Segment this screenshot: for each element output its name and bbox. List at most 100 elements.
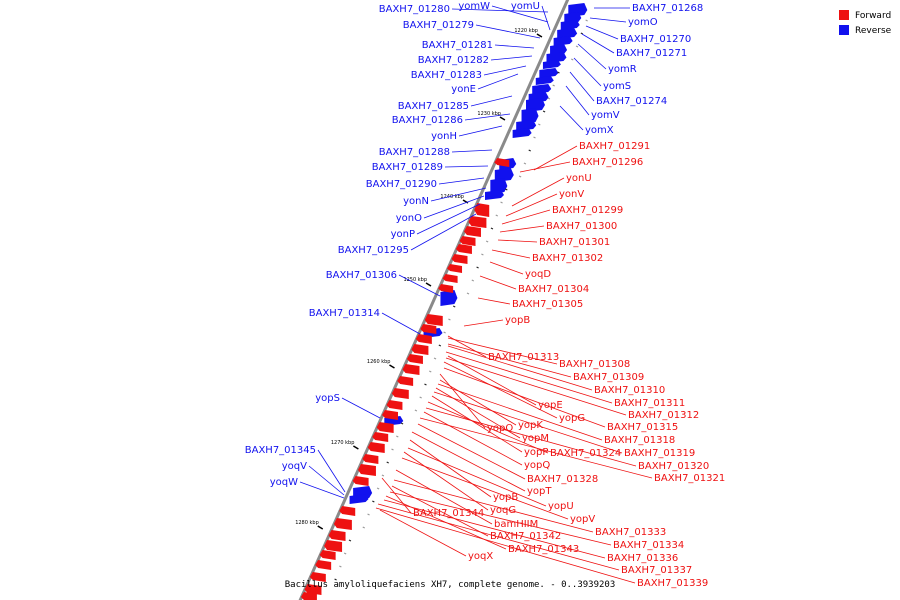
minor-feature-mark xyxy=(424,383,427,386)
forward-gene-feature xyxy=(468,216,487,228)
forward-gene-feature xyxy=(352,476,369,486)
reverse-gene-feature xyxy=(560,20,580,30)
leader-line xyxy=(431,395,523,453)
forward-gene-feature xyxy=(376,422,394,433)
gene-label-baxh7-01274: BAXH7_01274 xyxy=(596,96,667,107)
leader-line xyxy=(490,55,533,61)
leader-line xyxy=(443,367,606,428)
leader-line xyxy=(395,469,493,525)
leader-line xyxy=(589,17,627,23)
forward-gene-feature xyxy=(420,324,437,334)
minor-feature-mark xyxy=(438,344,442,347)
gene-label-yops: yopS xyxy=(315,393,340,404)
leader-line xyxy=(435,387,521,439)
gene-label-baxh7-01310: BAXH7_01310 xyxy=(594,385,665,396)
leader-line xyxy=(425,407,637,467)
gene-label-baxh7-01281: BAXH7_01281 xyxy=(422,40,493,51)
reverse-gene-feature xyxy=(539,68,559,78)
minor-feature-mark xyxy=(372,500,375,503)
forward-gene-feature xyxy=(406,354,423,364)
minor-feature-mark xyxy=(490,227,494,230)
forward-gene-feature xyxy=(411,344,429,355)
gene-label-yomw: yomW xyxy=(458,1,490,12)
gene-label-baxh7-01296: BAXH7_01296 xyxy=(572,157,643,168)
reverse-gene-feature xyxy=(512,128,532,138)
gene-label-baxh7-01305: BAXH7_01305 xyxy=(512,299,583,310)
minor-feature-mark xyxy=(476,266,479,269)
minor-feature-mark xyxy=(528,149,531,152)
leader-line xyxy=(477,297,511,305)
gene-label-yomu: yomU xyxy=(511,1,540,12)
leader-line xyxy=(445,357,627,416)
forward-gene-feature xyxy=(451,254,468,264)
reverse-gene-feature xyxy=(349,494,369,504)
gene-label-baxh7-01286: BAXH7_01286 xyxy=(392,115,463,126)
gene-label-yopb: yopB xyxy=(505,315,530,326)
leader-line xyxy=(505,193,558,217)
minor-feature-mark xyxy=(466,292,470,295)
forward-gene-feature xyxy=(362,454,379,464)
tick-label: 1240 kbp xyxy=(440,194,464,200)
tick-mark xyxy=(353,445,359,450)
forward-gene-feature xyxy=(300,592,317,600)
gene-label-yoqx: yoqX xyxy=(468,551,493,562)
gene-label-baxh7-01304: BAXH7_01304 xyxy=(518,284,589,295)
minor-feature-mark xyxy=(547,97,551,100)
forward-gene-feature xyxy=(324,540,343,552)
gene-label-yone: yonE xyxy=(451,84,476,95)
leader-line xyxy=(464,113,511,121)
legend-swatch-forward xyxy=(839,10,849,20)
forward-gene-feature xyxy=(304,584,322,595)
reverse-gene-feature xyxy=(553,36,573,46)
leader-line xyxy=(501,209,551,225)
gene-label-yono: yonO xyxy=(396,213,422,224)
minor-feature-mark xyxy=(580,32,584,35)
leader-line xyxy=(483,65,527,76)
forward-gene-feature xyxy=(402,364,420,375)
gene-label-baxh7-01295: BAXH7_01295 xyxy=(338,245,409,256)
minor-feature-mark xyxy=(552,84,555,87)
gene-label-yonv: yonV xyxy=(559,189,584,200)
minor-feature-mark xyxy=(523,162,527,165)
minor-feature-mark xyxy=(570,58,574,61)
gene-label-yopo: yopO xyxy=(487,423,513,434)
forward-gene-feature xyxy=(391,388,409,399)
gene-label-yopb: yopB xyxy=(493,492,518,503)
leader-line xyxy=(398,274,441,297)
leader-line xyxy=(491,5,549,23)
gene-label-baxh7-01301: BAXH7_01301 xyxy=(539,237,610,248)
leader-line xyxy=(447,345,593,391)
gene-label-baxh7-01283: BAXH7_01283 xyxy=(411,70,482,81)
gene-label-baxh7-01299: BAXH7_01299 xyxy=(552,205,623,216)
leader-line xyxy=(494,44,535,49)
leader-line xyxy=(409,439,492,498)
leader-line xyxy=(433,391,623,454)
gene-label-yoqw: yoqW xyxy=(270,477,298,488)
gene-label-baxh7-01333: BAXH7_01333 xyxy=(595,527,666,538)
minor-feature-mark xyxy=(362,526,366,529)
leader-line xyxy=(477,73,519,90)
minor-feature-mark xyxy=(533,136,536,139)
forward-gene-feature xyxy=(438,284,454,293)
leader-line xyxy=(443,361,558,419)
gene-label-baxh7-01291: BAXH7_01291 xyxy=(579,141,650,152)
forward-gene-feature xyxy=(339,506,356,516)
minor-feature-mark xyxy=(433,357,437,360)
legend-label-forward: Forward xyxy=(855,11,891,21)
reverse-gene-feature xyxy=(494,168,514,182)
reverse-gene-feature xyxy=(546,52,567,63)
leader-line xyxy=(519,161,571,173)
label-leader-lines xyxy=(299,5,653,584)
leader-line xyxy=(533,145,578,171)
leader-line xyxy=(541,5,551,31)
leader-line xyxy=(423,195,485,219)
minor-feature-mark xyxy=(538,123,541,126)
forward-gene-feature xyxy=(442,274,458,283)
minor-feature-mark xyxy=(414,409,418,412)
legend: Forward Reverse xyxy=(839,10,892,36)
leader-line xyxy=(341,397,381,419)
tick-mark xyxy=(425,282,432,287)
gene-label-baxh7-01285: BAXH7_01285 xyxy=(398,101,469,112)
leader-line xyxy=(581,33,615,54)
leader-line xyxy=(403,451,489,511)
